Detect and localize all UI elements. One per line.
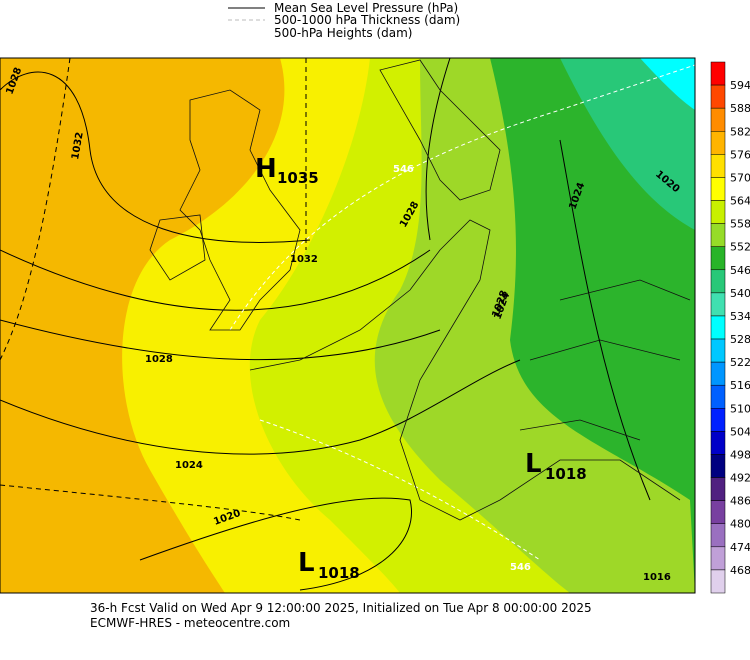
colorbar-swatch (710, 569, 726, 594)
map-frame (0, 57, 696, 594)
colorbar-swatch (710, 223, 726, 247)
colorbar-swatch (710, 361, 726, 386)
coastlines (149, 59, 691, 521)
colorbar-swatch (710, 269, 726, 294)
footer: 36-h Fcst Valid on Wed Apr 9 12:00:00 20… (90, 601, 592, 615)
center-value: 1035 (277, 169, 319, 187)
colorbar-label: 510 (730, 402, 750, 415)
cyan-zone (640, 58, 695, 110)
colorbar-label: 522 (730, 356, 750, 369)
colorbar-swatch (710, 408, 726, 432)
colorbar-swatch (710, 338, 726, 363)
isobar-label: 1016 (643, 572, 671, 583)
footer: ECMWF-HRES - meteocentre.com (90, 616, 290, 630)
colorbar-label: 552 (730, 241, 750, 254)
isobar-label: 1032 (70, 131, 86, 160)
colorbar-label: 570 (730, 171, 750, 184)
colorbar-swatch (710, 154, 726, 178)
colorbar-label: 558 (730, 218, 750, 231)
colorbar-label: 498 (730, 448, 750, 461)
colorbar-label: 480 (730, 518, 750, 531)
isobar-label: 1032 (290, 254, 318, 265)
colorbar-label: 540 (730, 287, 750, 300)
colorbar-swatch (710, 454, 726, 478)
center-value: 1018 (318, 564, 360, 582)
colorbar-label: 564 (730, 195, 750, 208)
colorbar-swatch (710, 292, 726, 317)
colorbar-label: 534 (730, 310, 750, 323)
colorbar-swatch (710, 200, 726, 224)
colorbar-swatch (710, 384, 726, 409)
isobar-label: 1024 (175, 460, 203, 471)
center-letter: L (525, 449, 542, 479)
colorbar-swatch (710, 477, 726, 501)
colorbar-label: 546 (730, 264, 750, 277)
colorbar-swatch (710, 523, 726, 548)
isobar-label: 1028 (145, 354, 173, 365)
colorbar-label: 582 (730, 125, 750, 138)
colorbar-label: 492 (730, 472, 750, 485)
legend-entry: 500-hPa Heights (dam) (274, 26, 412, 40)
colorbar-label: 528 (730, 333, 750, 346)
height-lines (0, 58, 307, 521)
colorbar-swatch (710, 315, 726, 340)
colorbar-swatch (710, 131, 726, 155)
thickness-label: 546 (393, 164, 414, 175)
thickness-lines (229, 64, 695, 561)
map (0, 58, 695, 593)
center-letter: L (298, 548, 315, 578)
colorbar-swatch (710, 84, 726, 109)
colorbar-swatch (710, 107, 726, 132)
legend-entry: 500-1000 hPa Thickness (dam) (274, 13, 460, 27)
colorbar-label: 516 (730, 379, 750, 392)
colorbar-swatch (710, 61, 726, 86)
colorbar-swatch (710, 246, 726, 271)
colorbar-label: 576 (730, 148, 750, 161)
colorbar-swatch (710, 177, 726, 201)
thickness-label: 546 (510, 562, 531, 573)
colorbar-label: 504 (730, 425, 750, 438)
legend-entry: Mean Sea Level Pressure (hPa) (274, 1, 458, 15)
isobars (0, 58, 651, 591)
darkgreen-zone (490, 58, 695, 593)
teal-zone (560, 58, 695, 230)
colorbar-label: 474 (730, 541, 750, 554)
center-letter: H (255, 154, 277, 184)
colorbar-label: 594 (730, 79, 750, 92)
colorbar-label: 468 (730, 564, 750, 577)
center-value: 1018 (545, 465, 587, 483)
colorbar-swatch (710, 500, 726, 524)
colorbar-label: 486 (730, 495, 750, 508)
colorbar-label: 588 (730, 102, 750, 115)
colorbar-swatch (710, 546, 726, 571)
colorbar: 594 588 582 576 570 564 558 552 546 540 534 528 522 5… (710, 61, 750, 594)
colorbar-swatch (710, 431, 726, 455)
